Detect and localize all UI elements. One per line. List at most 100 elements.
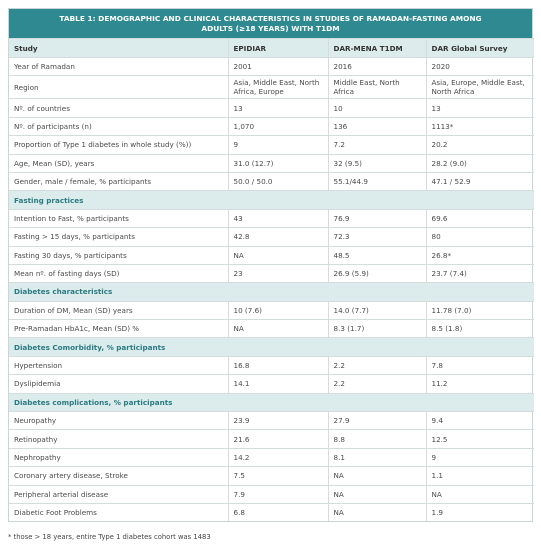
cell: 31.0 (12.7)	[227, 153, 328, 173]
cell: 9	[227, 135, 328, 155]
cell: NA	[425, 484, 534, 504]
cell: 7.2	[327, 135, 426, 155]
cell: NA	[327, 502, 426, 522]
section-row: Diabetes Comorbidity, % participants	[9, 337, 534, 357]
row-label: Mean nº. of fasting days (SD)	[9, 263, 228, 283]
cell: 80	[425, 227, 534, 247]
footnote: * those > 18 years, entire Type 1 diabet…	[8, 533, 211, 541]
cell: 7.9	[227, 484, 328, 504]
table-row: Fasting 30 days, % participants NA 48.5 26.…	[9, 245, 534, 265]
cell: 13	[425, 98, 534, 118]
header-row: Study EPIDIAR DAR-MENA T1DM DAR Global Surv…	[9, 38, 534, 58]
row-label: Year of Ramadan	[9, 56, 228, 76]
row-label: Retinopathy	[9, 429, 228, 449]
cell: 1,070	[227, 116, 328, 136]
table-row: Intention to Fast, % participants 43 76.9 6…	[9, 208, 534, 228]
cell: 8.1	[327, 447, 426, 467]
cell: 16.8	[227, 355, 328, 375]
row-label: Coronary artery disease, Stroke	[9, 466, 228, 486]
cell: 11.78 (7.0)	[425, 300, 534, 320]
table-body: Year of Ramadan 2001 2016 2020 Region Asia, M…	[9, 56, 534, 522]
cell: 21.6	[227, 429, 328, 449]
column-header: DAR-MENA T1DM	[327, 38, 426, 58]
cell: 2.2	[327, 355, 426, 375]
cell: 12.5	[425, 429, 534, 449]
cell: 13	[227, 98, 328, 118]
cell: 2001	[227, 56, 328, 76]
table-row: Retinopathy 21.6 8.8 12.5	[9, 429, 534, 449]
row-label: Hypertension	[9, 355, 228, 375]
cell: 2020	[425, 56, 534, 76]
cell: 11.2	[425, 374, 534, 394]
cell: Middle East, North Africa	[327, 75, 426, 99]
table-row: Hypertension 16.8 2.2 7.8	[9, 355, 534, 375]
cell: 10 (7.6)	[227, 300, 328, 320]
cell: NA	[227, 319, 328, 338]
cell: Asia, Middle East, North Africa, Europe	[227, 75, 328, 99]
cell: 27.9	[327, 411, 426, 430]
cell: 55.1/44.9	[327, 171, 426, 191]
cell: 8.8	[327, 429, 426, 449]
cell: 23.9	[227, 411, 328, 430]
row-label: Nº. of countries	[9, 98, 228, 118]
cell: 50.0 / 50.0	[227, 171, 328, 191]
cell: 43	[227, 208, 328, 228]
cell: 8.3 (1.7)	[327, 319, 426, 338]
table-row: Neuropathy 23.9 27.9 9.4	[9, 411, 534, 430]
cell: 76.9	[327, 208, 426, 228]
table-row: Peripheral arterial disease 7.9 NA NA	[9, 484, 534, 504]
cell: 69.6	[425, 208, 534, 228]
table-row: Proportion of Type 1 diabetes in whole s…	[9, 135, 534, 155]
section-row: Fasting practices	[9, 190, 534, 210]
cell: 7.8	[425, 355, 534, 375]
cell: 47.1 / 52.9	[425, 171, 534, 191]
row-label: Dyslipidemia	[9, 374, 228, 394]
cell: 9	[425, 447, 534, 467]
table-row: Nº. of participants (n) 1,070 136 1113*	[9, 116, 534, 136]
table-row: Fasting > 15 days, % participants 42.8 72.…	[9, 227, 534, 247]
cell: 26.8*	[425, 245, 534, 265]
section-row: Diabetes characteristics	[9, 282, 534, 302]
cell: 6.8	[227, 502, 328, 522]
column-header: EPIDIAR	[227, 38, 328, 58]
cell: 14.0 (7.7)	[327, 300, 426, 320]
cell: 14.1	[227, 374, 328, 394]
row-label: Region	[9, 75, 228, 99]
cell: 1.9	[425, 502, 534, 522]
table-row: Coronary artery disease, Stroke 7.5 NA 1.1	[9, 466, 534, 486]
section-title: Fasting practices	[9, 190, 534, 210]
table-title: TABLE 1: DEMOGRAPHIC AND CLINICAL CHARAC…	[9, 9, 532, 38]
row-label: Peripheral arterial disease	[9, 484, 228, 504]
cell: 26.9 (5.9)	[327, 263, 426, 283]
column-header: Study	[9, 38, 228, 58]
table-row: Nº. of countries 13 10 13	[9, 98, 534, 118]
cell: 136	[327, 116, 426, 136]
cell: NA	[327, 466, 426, 486]
cell: 2.2	[327, 374, 426, 394]
section-row: Diabetes complications, % participants	[9, 392, 534, 412]
cell: 1113*	[425, 116, 534, 136]
table-row: Nephropathy 14.2 8.1 9	[9, 447, 534, 467]
row-label: Nephropathy	[9, 447, 228, 467]
row-label: Fasting > 15 days, % participants	[9, 227, 228, 247]
table-row: Region Asia, Middle East, North Africa, E…	[9, 75, 534, 99]
row-label: Pre-Ramadan HbA1c, Mean (SD) %	[9, 319, 228, 338]
table-row: Diabetic Foot Problems 6.8 NA 1.9	[9, 502, 534, 522]
row-label: Diabetic Foot Problems	[9, 502, 228, 522]
cell: 28.2 (9.0)	[425, 153, 534, 173]
column-header: DAR Global Survey	[425, 38, 534, 58]
cell: 23	[227, 263, 328, 283]
section-title: Diabetes Comorbidity, % participants	[9, 337, 534, 357]
cell: 32 (9.5)	[327, 153, 426, 173]
cell: 72.3	[327, 227, 426, 247]
row-label: Fasting 30 days, % participants	[9, 245, 228, 265]
cell: 8.5 (1.8)	[425, 319, 534, 338]
row-label: Duration of DM, Mean (SD) years	[9, 300, 228, 320]
cell: NA	[227, 245, 328, 265]
cell: 10	[327, 98, 426, 118]
table: Study EPIDIAR DAR-MENA T1DM DAR Global Surv…	[9, 38, 534, 522]
row-label: Proportion of Type 1 diabetes in whole s…	[9, 135, 228, 155]
table-row: Year of Ramadan 2001 2016 2020	[9, 56, 534, 76]
table-row: Pre-Ramadan HbA1c, Mean (SD) % NA 8.3 (1.7…	[9, 319, 534, 338]
